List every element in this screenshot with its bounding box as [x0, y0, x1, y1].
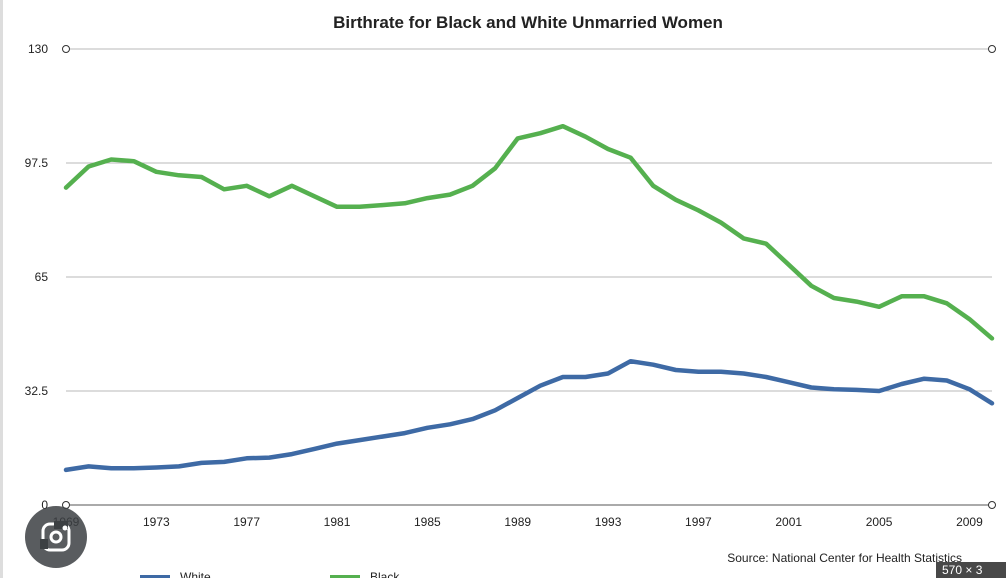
chart-title: Birthrate for Black and White Unmarried …	[333, 13, 723, 32]
page-edge	[0, 0, 3, 578]
legend-label-white: White	[180, 570, 211, 578]
x-tick-label: 1997	[685, 515, 712, 529]
axis-endpoint-marker	[62, 45, 70, 53]
visual-search-button[interactable]	[25, 506, 87, 568]
y-tick-label: 130	[28, 42, 48, 56]
legend-label-black: Black	[370, 570, 400, 578]
y-tick-label: 32.5	[25, 384, 49, 398]
x-tick-label: 1989	[504, 515, 531, 529]
series-line-black	[63, 123, 995, 341]
y-tick-label: 0	[41, 498, 48, 512]
axis-endpoint-marker	[988, 45, 996, 53]
y-tick-label: 97.5	[25, 156, 49, 170]
x-tick-label: 2001	[775, 515, 802, 529]
x-tick-label: 1985	[414, 515, 441, 529]
axis-endpoints	[62, 45, 996, 509]
x-tick-label: 1973	[143, 515, 170, 529]
x-tick-label: 2009	[956, 515, 983, 529]
x-tick-label: 1981	[324, 515, 351, 529]
series-group	[63, 123, 995, 473]
series-line-white	[63, 358, 995, 473]
x-tick-label: 1977	[233, 515, 260, 529]
grid-lines	[66, 48, 992, 506]
y-tick-label: 65	[35, 270, 49, 284]
chart-legend: Black White	[140, 570, 400, 578]
image-size-badge: 570 × 3	[936, 562, 1006, 578]
lens-icon	[40, 521, 71, 552]
x-tick-label: 2005	[866, 515, 893, 529]
source-note: Source: National Center for Health Stati…	[727, 551, 962, 565]
x-axis-ticks: 1969197319771981198519891993199720012005…	[53, 515, 983, 529]
y-axis-ticks: 0 32.5 65 97.5 130	[25, 42, 49, 512]
axis-endpoint-marker	[988, 501, 996, 509]
x-tick-label: 1993	[595, 515, 622, 529]
